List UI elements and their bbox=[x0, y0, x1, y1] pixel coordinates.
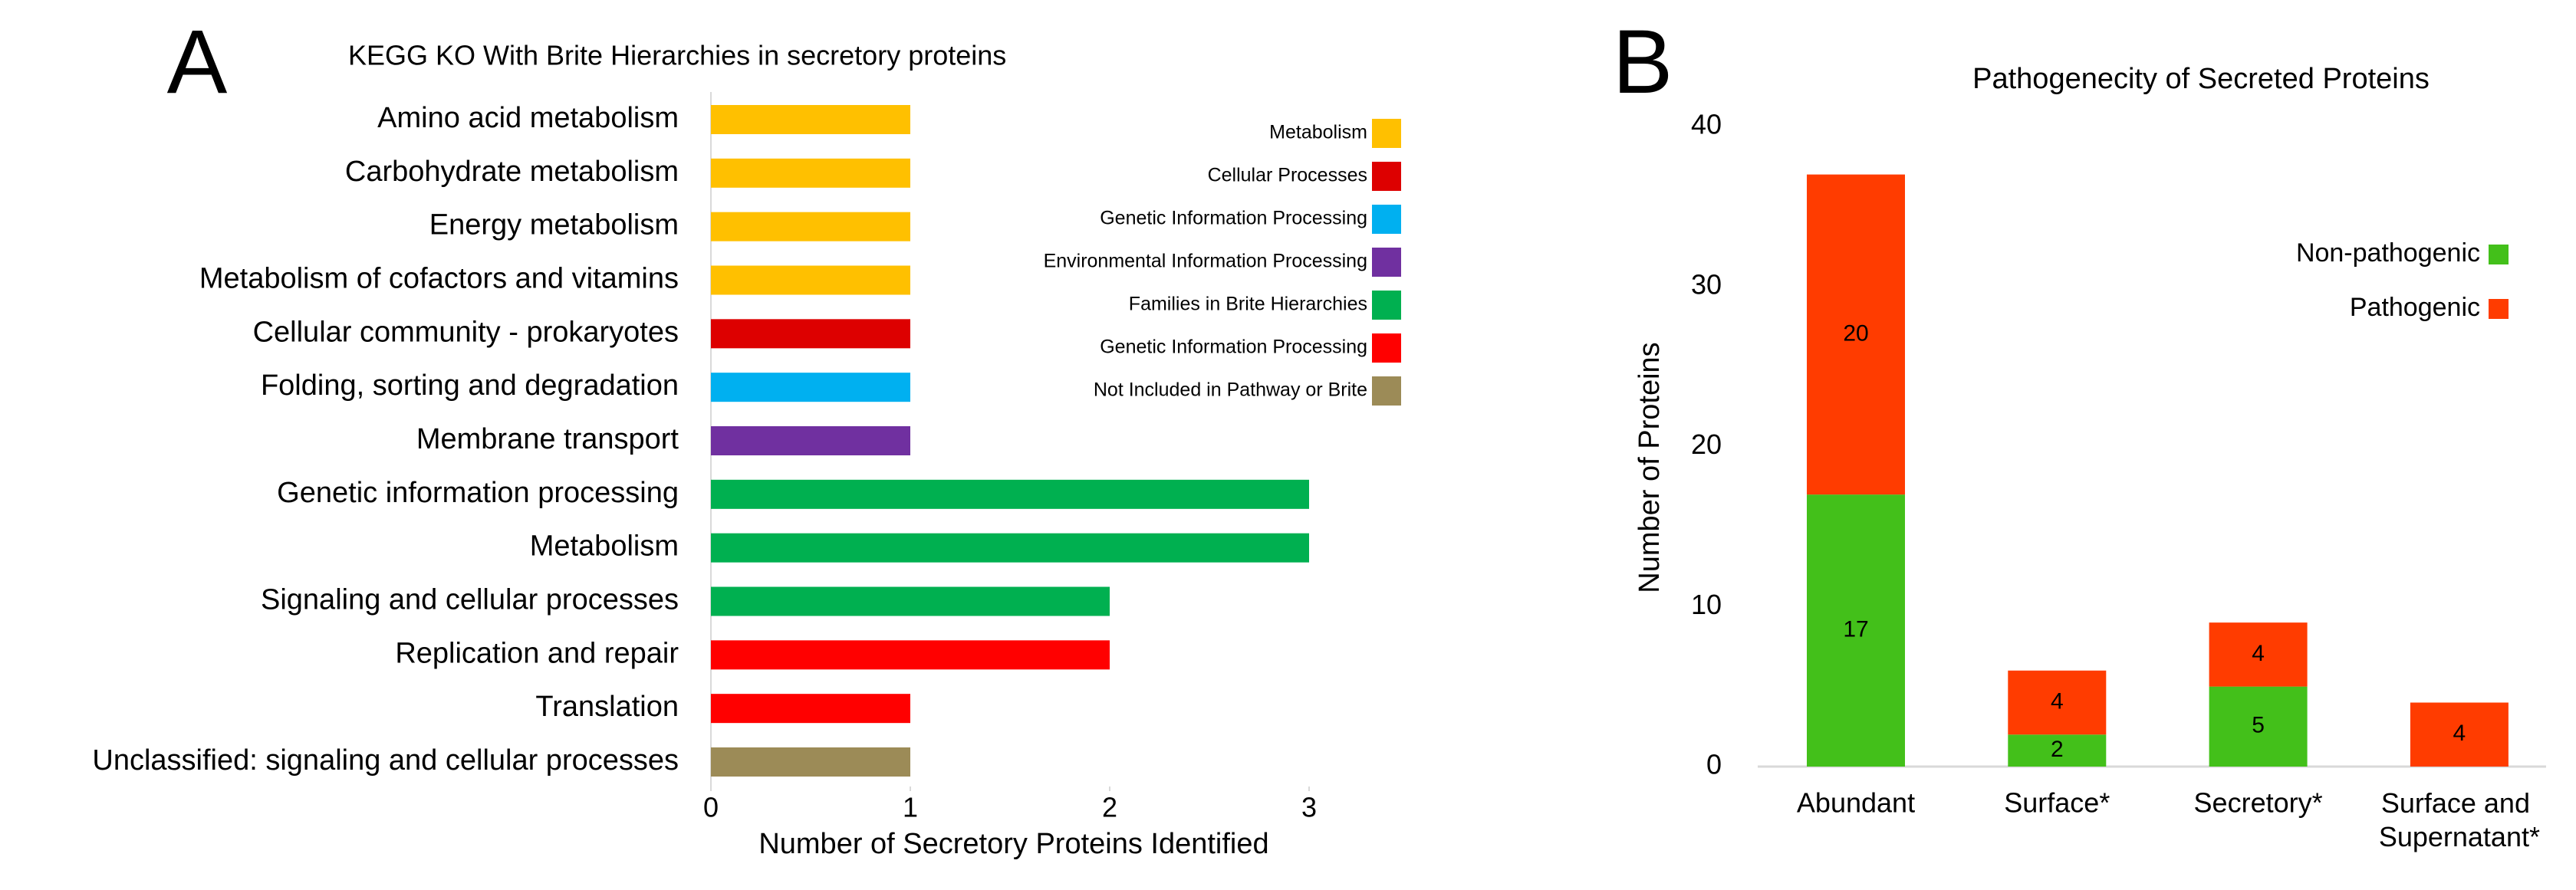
legend-label: Pathogenic bbox=[2350, 293, 2480, 322]
data-label: 4 bbox=[2051, 688, 2064, 714]
y-tick-label: Genetic information processing bbox=[277, 477, 679, 509]
bar-segment bbox=[2008, 670, 2107, 735]
y-tick-label: Translation bbox=[535, 691, 679, 723]
y-tick-label: Energy metabolism bbox=[429, 209, 679, 241]
data-label: 4 bbox=[2453, 721, 2466, 746]
legend-swatch bbox=[2489, 245, 2509, 264]
legend-swatch bbox=[1372, 162, 1401, 191]
panel-label: B bbox=[1613, 11, 1673, 113]
y-tick-label: 0 bbox=[1706, 749, 1722, 780]
x-tick-label: Abundant bbox=[1797, 787, 1915, 819]
x-tick-line: Supernatant* bbox=[2379, 821, 2540, 852]
bar bbox=[711, 426, 910, 455]
y-tick-label: Carbohydrate metabolism bbox=[345, 156, 679, 188]
y-tick-label: Replication and repair bbox=[395, 637, 679, 669]
bar bbox=[711, 373, 910, 402]
legend-label: Genetic Information Processing bbox=[1100, 208, 1367, 229]
legend-label: Families in Brite Hierarchies bbox=[1129, 294, 1367, 315]
bar bbox=[711, 212, 910, 241]
bar-segment bbox=[2410, 702, 2509, 767]
x-axis-label: Number of Secretory Proteins Identified bbox=[758, 828, 1268, 860]
y-tick-label: 40 bbox=[1691, 109, 1722, 140]
legend-label: Not Included in Pathway or Brite bbox=[1094, 379, 1367, 401]
bar-segment bbox=[1807, 174, 1905, 495]
bar-segment bbox=[2209, 622, 2308, 687]
bar bbox=[711, 747, 910, 777]
x-tick-label: Surface* bbox=[2004, 787, 2110, 819]
y-tick-label: Membrane transport bbox=[416, 423, 679, 455]
chart-title: KEGG KO With Brite Hierarchies in secret… bbox=[348, 40, 1006, 71]
bar-segment bbox=[2008, 734, 2107, 767]
y-tick-label: Metabolism of cofactors and vitamins bbox=[199, 263, 679, 295]
legend-swatch bbox=[1372, 376, 1401, 406]
legend-swatch bbox=[1372, 248, 1401, 277]
y-tick-label: Unclassified: signaling and cellular pro… bbox=[92, 744, 679, 777]
legend-swatch bbox=[1372, 205, 1401, 234]
x-tick-label: 2 bbox=[1102, 792, 1117, 823]
bar bbox=[711, 479, 1309, 509]
legend-label: Cellular Processes bbox=[1208, 165, 1367, 186]
legend-swatch bbox=[2489, 299, 2509, 319]
x-tick-line: Surface and bbox=[2381, 787, 2538, 819]
bar bbox=[711, 694, 910, 724]
legend-label: Environmental Information Processing bbox=[1044, 251, 1367, 272]
data-label: 4 bbox=[2252, 641, 2265, 666]
bar-segment bbox=[1807, 494, 1905, 767]
bar-segment bbox=[2209, 686, 2308, 767]
x-tick-label: 1 bbox=[903, 792, 918, 823]
y-tick-label: Signaling and cellular processes bbox=[261, 584, 679, 616]
y-tick-label: 30 bbox=[1691, 268, 1722, 300]
bar bbox=[711, 105, 910, 134]
data-label: 2 bbox=[2051, 737, 2064, 762]
legend-label: Non-pathogenic bbox=[2296, 238, 2480, 268]
y-tick-label: 10 bbox=[1691, 589, 1722, 620]
legend-swatch bbox=[1372, 333, 1401, 363]
y-tick-label: Amino acid metabolism bbox=[377, 102, 679, 134]
bar bbox=[711, 265, 910, 295]
chart-title: Pathogenecity of Secreted Proteins bbox=[1972, 63, 2430, 95]
data-label: 20 bbox=[1843, 320, 1868, 346]
bar bbox=[711, 586, 1110, 616]
x-tick-label: Surface and Supernatant* bbox=[2379, 787, 2540, 852]
y-tick-label: 20 bbox=[1691, 429, 1722, 460]
legend-label: Genetic Information Processing bbox=[1100, 337, 1367, 358]
bar bbox=[711, 640, 1110, 670]
legend-swatch bbox=[1372, 291, 1401, 320]
x-tick-label: 0 bbox=[703, 792, 719, 823]
data-label: 17 bbox=[1843, 616, 1868, 642]
bar bbox=[711, 158, 910, 188]
x-tick-label: 3 bbox=[1301, 792, 1317, 823]
bar bbox=[711, 533, 1309, 563]
data-label: 5 bbox=[2252, 713, 2265, 738]
legend-swatch bbox=[1372, 119, 1401, 148]
bar bbox=[711, 319, 910, 349]
y-tick-label: Folding, sorting and degradation bbox=[261, 369, 679, 402]
y-axis-label: Number of Proteins bbox=[1633, 342, 1666, 593]
panel-label: A bbox=[167, 11, 228, 113]
y-tick-label: Metabolism bbox=[530, 530, 679, 563]
x-tick-label: Secretory* bbox=[2194, 787, 2323, 819]
y-tick-label: Cellular community - prokaryotes bbox=[253, 316, 679, 348]
legend-label: Metabolism bbox=[1269, 122, 1367, 143]
